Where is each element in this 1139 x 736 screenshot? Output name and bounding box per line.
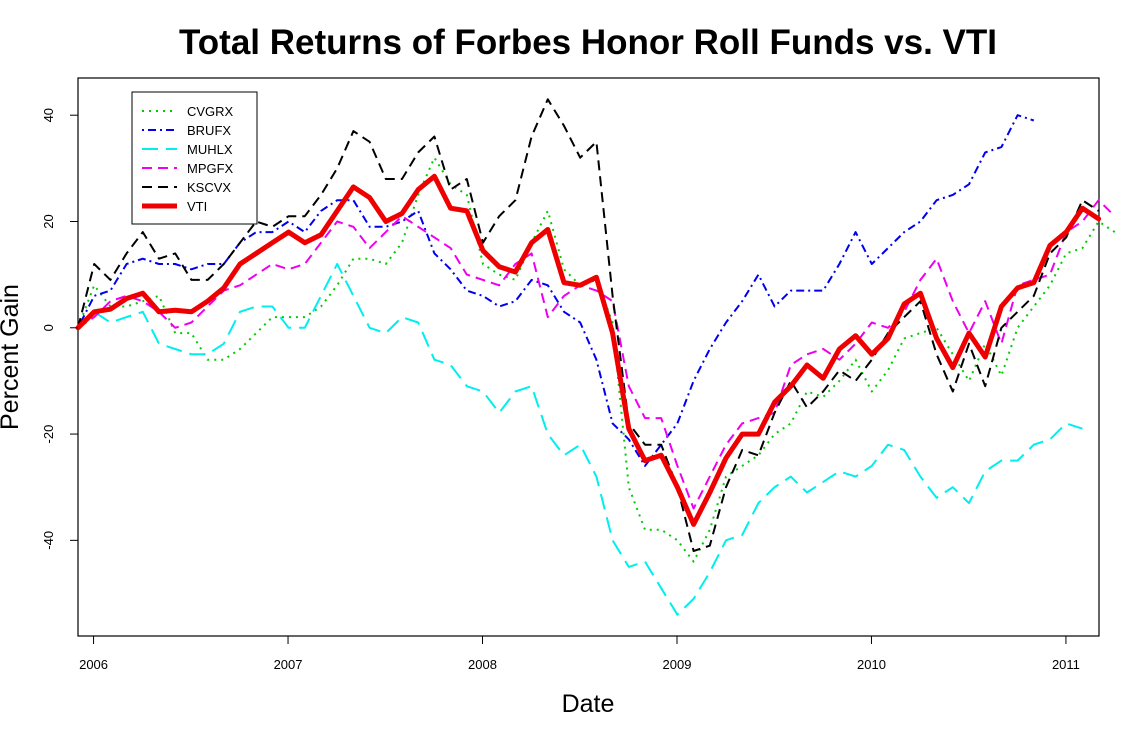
legend-entries: CVGRX BRUFX MUHLX MPGFX KSCVX VTI [142, 104, 234, 214]
y-tick-label: 0 [41, 324, 56, 331]
x-tick-label: 2011 [1052, 657, 1080, 672]
series-line-brufx [77, 114, 1035, 467]
series-line-kscvx [77, 98, 1100, 552]
legend-label-kscvx: KSCVX [187, 180, 231, 195]
legend-label-muhlx: MUHLX [187, 142, 233, 157]
legend: CVGRX BRUFX MUHLX MPGFX KSCVX VTI [131, 91, 258, 225]
legend-box [131, 91, 258, 225]
y-tick-label: -20 [41, 425, 56, 444]
x-tick-label: 2007 [274, 657, 303, 672]
legend-label-cvgrx: CVGRX [187, 104, 234, 119]
legend-label-vti: VTI [187, 199, 207, 214]
legend-label-brufx: BRUFX [187, 123, 231, 138]
x-tick-label: 2008 [468, 657, 497, 672]
y-tick-label: 20 [41, 214, 56, 228]
x-axis: 2006 2007 2008 2009 2010 2011 [79, 636, 1080, 672]
x-axis-label: Date [562, 690, 615, 718]
y-axis-label: Percent Gain [0, 284, 24, 430]
series-layer [75, 98, 1116, 616]
chart-title: Total Returns of Forbes Honor Roll Funds… [179, 23, 997, 62]
series-line-muhlx [77, 263, 1083, 616]
plot-area-frame [77, 77, 1100, 637]
legend-label-mpgfx: MPGFX [187, 161, 234, 176]
y-axis: -40 -20 0 20 40 [41, 108, 78, 550]
series-line-vti [75, 173, 1102, 527]
y-tick-label: 40 [41, 108, 56, 122]
x-tick-label: 2006 [79, 657, 108, 672]
x-tick-label: 2009 [663, 657, 692, 672]
series-line-mpgfx [77, 199, 1116, 510]
y-tick-label: -40 [41, 531, 56, 550]
x-tick-label: 2010 [857, 657, 886, 672]
